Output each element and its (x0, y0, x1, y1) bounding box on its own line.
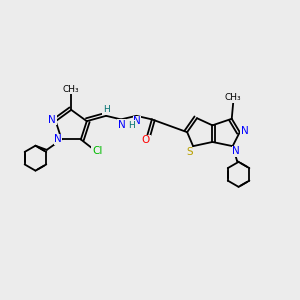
Text: N: N (133, 116, 141, 126)
Text: H: H (129, 121, 135, 130)
Text: CH₃: CH₃ (225, 94, 242, 103)
Text: N: N (241, 126, 249, 136)
Text: H: H (103, 105, 110, 114)
Text: O: O (142, 135, 150, 145)
Text: N: N (118, 120, 125, 130)
Text: N: N (48, 115, 56, 125)
Text: CH₃: CH₃ (63, 85, 80, 94)
Text: N: N (232, 146, 240, 156)
Text: N: N (54, 134, 62, 144)
Text: Cl: Cl (92, 146, 102, 156)
Text: S: S (186, 147, 193, 157)
